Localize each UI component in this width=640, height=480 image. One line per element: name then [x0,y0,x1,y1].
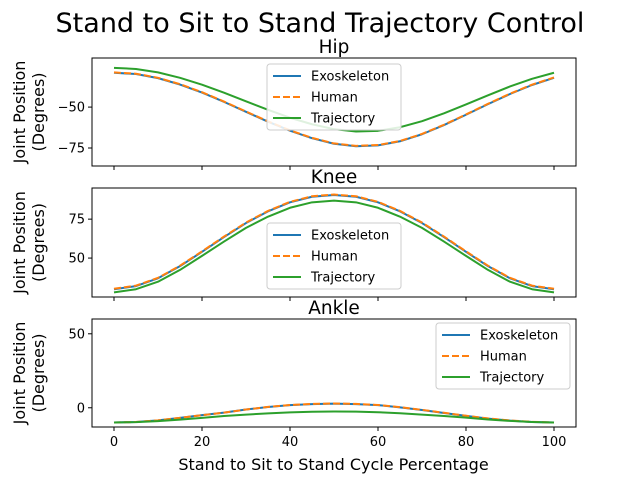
hip-human-line [113,71,555,147]
knee-y-axis-label: Joint Position(Degrees) [10,191,48,295]
ankle-x-tick-label: 40 [282,435,299,450]
x-axis-label: Stand to Sit to Stand Cycle Percentage [178,455,488,474]
ankle-x-tick-label: 100 [542,435,567,450]
ankle-series-group [113,402,555,424]
figure-title: Stand to Sit to Stand Trajectory Control [56,8,585,39]
knee-axes-frame [91,187,577,298]
ankle-legend: Exoskeleton Human Trajectory [435,322,571,390]
ankle-y-axis-label: Joint Position(Degrees) [10,322,48,426]
knee-y-tick-label: 75 [68,213,85,228]
ankle-subplot-title: Ankle [308,298,360,319]
knee-subplot-title: Knee [311,167,358,188]
knee-legend: Exoskeleton Human Trajectory [266,222,402,290]
knee-human-line [113,193,555,290]
hip-y-tick-label: −75 [58,142,85,157]
hip-axes-frame [91,57,577,167]
legend-label-exoskeleton: Exoskeleton [311,229,389,244]
hip-legend: Exoskeleton Human Trajectory [266,63,402,131]
legend-label-trajectory: Trajectory [479,371,544,386]
ankle-subplot: 0 20 40 60 80 100 0 50 Ankle Joint Position(Degre… [10,298,577,450]
hip-y-tick-label: −50 [58,101,85,116]
legend-label-exoskeleton: Exoskeleton [311,70,389,85]
ankle-human-line [113,402,555,424]
hip-subplot: −75 −50 Hip Joint Position(Degrees) Exoskele… [10,37,577,170]
legend-label-human: Human [311,250,358,265]
legend-label-trajectory: Trajectory [310,271,375,286]
hip-y-axis-label: Joint Position(Degrees) [10,61,48,165]
ankle-x-tick-label: 60 [370,435,387,450]
ankle-y-tick-label: 50 [68,327,85,342]
legend-label-exoskeleton: Exoskeleton [480,329,558,344]
ankle-trajectory-line [113,410,555,424]
ankle-x-tick-label: 0 [110,435,118,450]
legend-label-human: Human [311,91,358,106]
subplots: −75 −50 Hip Joint Position(Degrees) Exoskele… [10,37,577,450]
legend-label-human: Human [480,350,527,365]
ankle-axes-frame [91,318,577,428]
knee-subplot: 50 75 Knee Joint Position(Degrees) Exoskelet… [10,167,577,301]
ankle-x-tick-label: 80 [458,435,475,450]
ankle-x-tick-label: 20 [194,435,211,450]
knee-trajectory-line [113,199,555,294]
knee-y-tick-label: 50 [68,252,85,267]
ankle-y-tick-label: 0 [77,401,85,416]
hip-subplot-title: Hip [319,37,350,58]
knee-series-group [113,193,555,294]
legend-label-trajectory: Trajectory [310,112,375,127]
